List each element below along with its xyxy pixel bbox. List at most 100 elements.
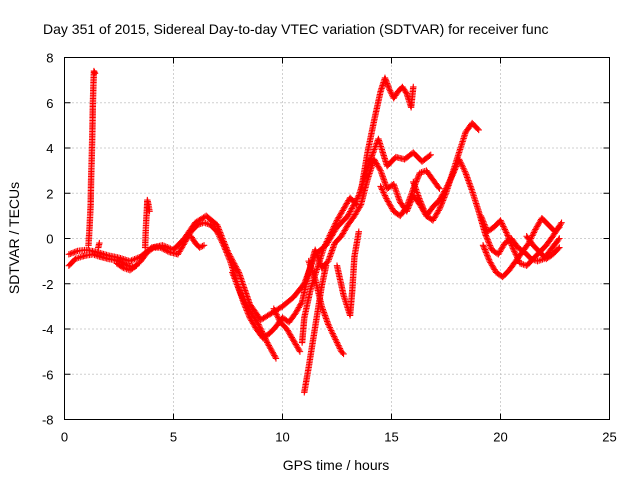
data-point (147, 245, 154, 252)
data-point (487, 243, 494, 251)
data-point (426, 152, 433, 159)
data-point (439, 197, 447, 204)
data-point (348, 205, 355, 212)
data-point (380, 189, 387, 196)
data-point (330, 224, 337, 232)
data-point (502, 227, 509, 235)
data-point (484, 252, 491, 259)
data-point (414, 174, 422, 181)
data-point (371, 144, 379, 152)
data-point (335, 342, 342, 349)
data-point (556, 244, 563, 251)
data-point (272, 355, 280, 362)
data-point (509, 243, 516, 251)
data-point (254, 319, 261, 327)
data-point (236, 288, 244, 296)
data-point (271, 353, 279, 361)
data-point (325, 235, 332, 242)
data-point (414, 175, 421, 182)
data-point (485, 255, 492, 262)
data-point (65, 251, 73, 258)
data-point (334, 340, 341, 348)
data-point (555, 236, 562, 243)
y-tick-label: -4 (42, 322, 54, 337)
data-point (272, 309, 280, 317)
data-point (323, 238, 331, 245)
data-point (379, 187, 386, 195)
data-point (261, 333, 268, 341)
data-point (485, 256, 493, 263)
data-point (530, 230, 537, 238)
data-point (236, 287, 243, 294)
data-point (484, 236, 491, 243)
data-point (349, 203, 356, 211)
data-point (213, 221, 221, 229)
data-point (200, 242, 208, 249)
data-point (274, 314, 282, 321)
data-point (327, 325, 334, 333)
data-point (558, 219, 565, 226)
data-point (435, 207, 442, 214)
data-point (328, 227, 336, 235)
data-point (296, 348, 304, 355)
data-point (257, 325, 264, 332)
data-point (506, 236, 513, 243)
data-point (271, 306, 278, 314)
data-point (234, 266, 241, 273)
data-point (336, 345, 344, 352)
data-point (504, 232, 511, 239)
data-point (275, 315, 283, 323)
data-point (219, 236, 227, 244)
data-point (482, 247, 489, 255)
data-point (441, 194, 448, 201)
data-point (225, 250, 232, 257)
data-point (354, 193, 362, 201)
data-point (214, 223, 221, 230)
data-point (215, 224, 222, 232)
data-point (270, 305, 277, 312)
data-point (255, 322, 263, 330)
data-point (231, 261, 239, 269)
x-tick-label: 0 (61, 430, 68, 445)
data-point (482, 232, 490, 239)
data-point (485, 239, 493, 246)
data-point (347, 208, 354, 215)
data-point (160, 242, 168, 250)
data-point (226, 251, 233, 259)
data-point (437, 203, 444, 210)
data-point (458, 162, 466, 169)
data-point (262, 335, 269, 342)
data-point (258, 326, 265, 334)
x-tick-label: 25 (602, 430, 616, 445)
data-point (258, 328, 266, 335)
data-point (366, 158, 373, 165)
data-point (483, 250, 490, 258)
data-point (377, 183, 384, 190)
data-point (328, 328, 336, 336)
data-point (482, 224, 489, 231)
data-point (369, 150, 376, 158)
data-point (262, 336, 270, 343)
data-point (511, 249, 519, 257)
data-point (498, 220, 506, 227)
data-point (420, 205, 427, 212)
data-point (232, 276, 239, 284)
data-point (344, 212, 352, 220)
data-point (461, 168, 469, 175)
x-tick-label: 10 (275, 430, 289, 445)
data-point (232, 278, 240, 285)
data-point (442, 191, 449, 198)
data-point (402, 89, 410, 96)
data-point (118, 263, 126, 271)
data-point (419, 202, 426, 209)
data-point (321, 242, 328, 250)
data-point (458, 160, 465, 168)
data-point (386, 85, 393, 93)
data-point (131, 263, 139, 270)
data-point (131, 255, 138, 263)
data-point (233, 279, 240, 287)
data-point (229, 257, 236, 265)
data-point (164, 244, 171, 251)
data-point (355, 228, 362, 235)
